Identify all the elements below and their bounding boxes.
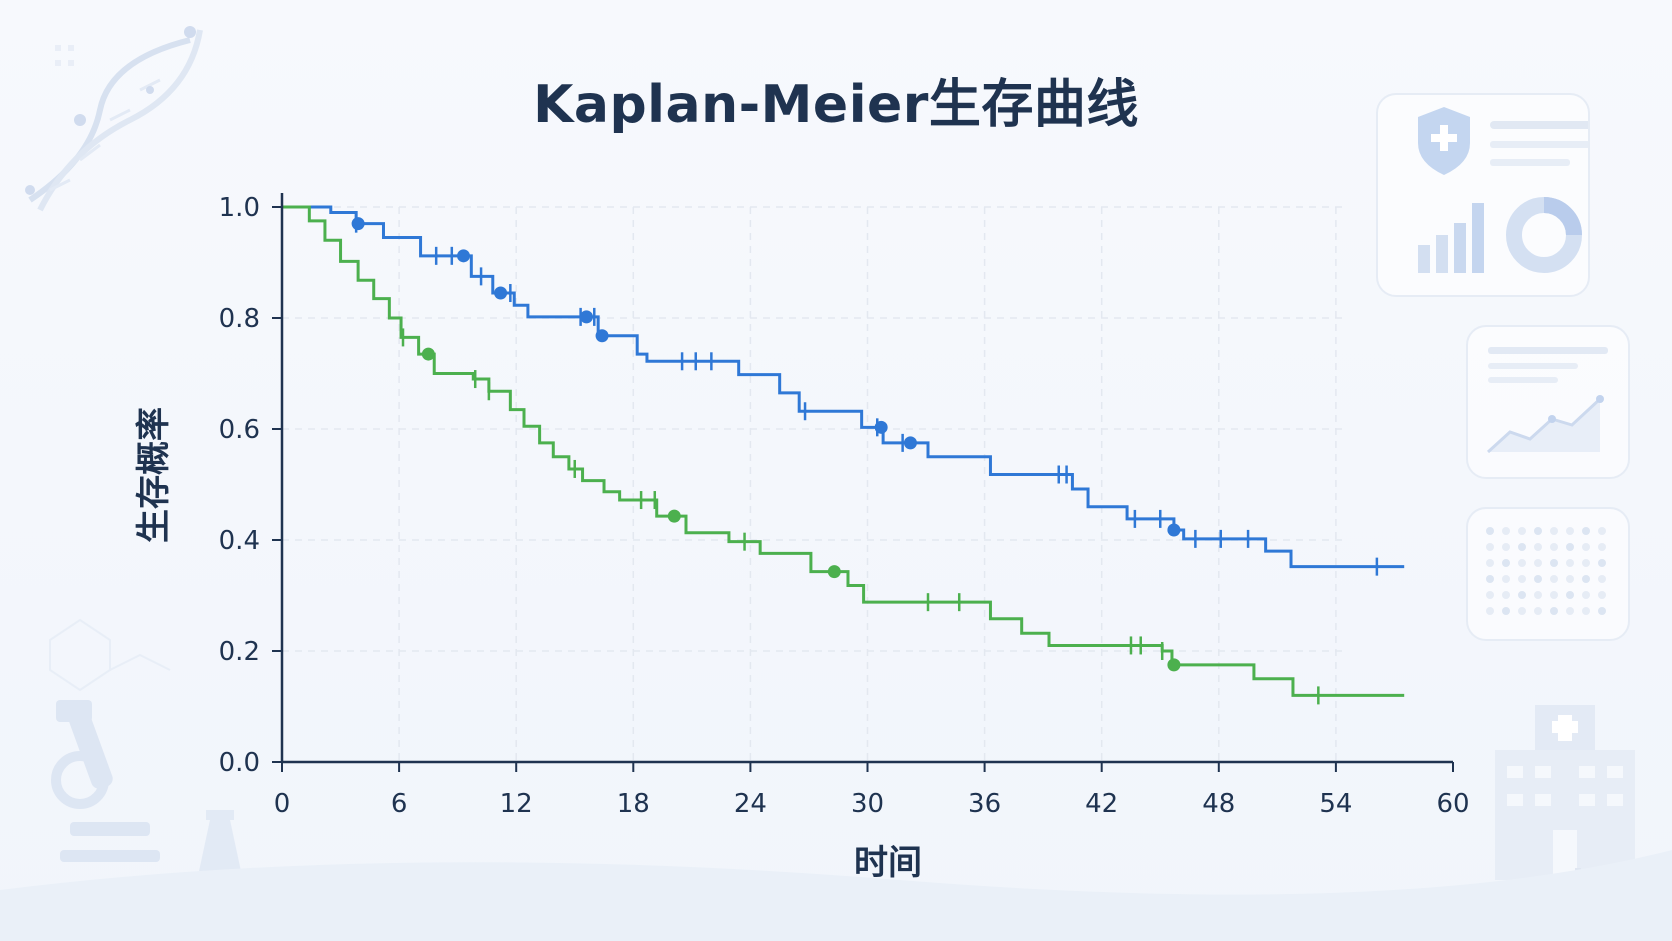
dot-grid-dot — [1582, 607, 1590, 615]
series-2 — [282, 205, 1405, 705]
censor-dot — [421, 347, 435, 361]
x-tick-label: 48 — [1202, 789, 1235, 819]
dot-grid-dot — [1598, 575, 1606, 583]
dot-grid-dot — [1518, 543, 1526, 551]
censor-dot — [667, 509, 681, 523]
censor-dot — [457, 249, 471, 263]
dot-grid-dot — [1566, 575, 1574, 583]
survival-curves — [282, 205, 1405, 705]
dot-grid-dot — [1518, 527, 1526, 535]
dashboard-card-top — [1376, 93, 1616, 297]
dot-grid-dot — [1486, 543, 1494, 551]
dot-grid-dot — [1566, 607, 1574, 615]
x-tick-label: 30 — [851, 789, 884, 819]
dot-grid-dot — [1566, 559, 1574, 567]
shield-chart-icon — [1418, 107, 1616, 273]
y-tick-label: 1.0 — [219, 193, 260, 223]
dot-grid-dot — [1534, 591, 1542, 599]
bottom-wave-decoration — [0, 850, 1672, 941]
y-tick-label: 0.8 — [219, 304, 260, 334]
dot-grid-dot — [1582, 575, 1590, 583]
x-tick-label: 6 — [391, 789, 408, 819]
y-tick-label: 0.6 — [219, 415, 260, 445]
dot-grid-dot — [1550, 591, 1558, 599]
dot-grid-dot — [1598, 607, 1606, 615]
dot-grid-dot — [1518, 559, 1526, 567]
dot-grid-decoration — [1486, 527, 1606, 615]
x-tick-label: 24 — [734, 789, 767, 819]
x-tick-label: 54 — [1319, 789, 1352, 819]
dot-grid-dot — [1502, 543, 1510, 551]
dot-grid-dot — [1582, 559, 1590, 567]
dot-grid-dot — [1486, 559, 1494, 567]
dot-grid-dot — [1566, 591, 1574, 599]
x-tick-label: 60 — [1436, 789, 1469, 819]
censor-dot — [1167, 523, 1181, 537]
grid-lines — [282, 206, 1348, 762]
dot-grid-dot — [1534, 575, 1542, 583]
dot-grid-dot — [1566, 543, 1574, 551]
dot-grid-dot — [1518, 607, 1526, 615]
censor-dot — [827, 565, 841, 579]
dot-grid-dot — [1534, 543, 1542, 551]
axes: 0 6 12 18 24 30 36 42 48 54 60 0.0 0.2 0.4 0.6 0.8 1.0 — [219, 193, 1470, 819]
dot-grid-dot — [1502, 559, 1510, 567]
dashboard-card-middle — [1466, 325, 1630, 479]
dot-grid-dot — [1550, 543, 1558, 551]
dot-grid-dot — [1486, 527, 1494, 535]
dot-grid-dot — [1502, 591, 1510, 599]
y-axis-title-group: 生存概率 — [134, 407, 174, 543]
censor-dot — [579, 310, 593, 324]
dot-grid-dot — [1598, 559, 1606, 567]
y-axis-title: 生存概率 — [134, 407, 174, 543]
dot-grid-dot — [1502, 607, 1510, 615]
x-axis-title: 时间 — [854, 843, 922, 883]
dot-grid-dot — [1502, 575, 1510, 583]
dot-grid-dot — [1550, 607, 1558, 615]
series-1 — [282, 205, 1405, 576]
censor-dot — [903, 436, 917, 450]
dot-grid-dot — [1598, 527, 1606, 535]
x-tick-label: 18 — [617, 789, 650, 819]
dot-grid-dot — [1534, 607, 1542, 615]
y-tick-label: 0.0 — [219, 748, 260, 778]
dot-grid-dot — [1486, 575, 1494, 583]
chart-title: Kaplan-Meier生存曲线 — [533, 75, 1139, 135]
censor-dot — [351, 217, 365, 231]
x-tick-label: 36 — [968, 789, 1001, 819]
dot-grid-dot — [1550, 575, 1558, 583]
survival-step-line — [282, 205, 1405, 697]
survival-step-line — [282, 205, 1405, 569]
censor-dot — [874, 420, 888, 434]
censor-dot — [595, 329, 609, 343]
x-tick-label: 12 — [500, 789, 533, 819]
dot-grid-dot — [1502, 527, 1510, 535]
dot-grid-dot — [1582, 527, 1590, 535]
dot-grid-dot — [1486, 607, 1494, 615]
dot-grid-dot — [1486, 591, 1494, 599]
dashboard-card-bottom — [1466, 507, 1630, 641]
y-tick-label: 0.4 — [219, 526, 260, 556]
dot-grid-dot — [1566, 527, 1574, 535]
dot-grid-dot — [1534, 559, 1542, 567]
dot-grid-dot — [1550, 527, 1558, 535]
dot-grid-dot — [1582, 591, 1590, 599]
dot-grid-dot — [1550, 559, 1558, 567]
censor-dot — [1167, 658, 1181, 672]
dot-grid-dot — [1518, 575, 1526, 583]
dot-grid-dot — [1598, 543, 1606, 551]
dot-grid-dot — [1598, 591, 1606, 599]
censor-dot — [494, 286, 508, 300]
dot-grid-dot — [1534, 527, 1542, 535]
dot-grid-dot — [1582, 543, 1590, 551]
y-tick-label: 0.2 — [219, 637, 260, 667]
dot-grid-dot — [1518, 591, 1526, 599]
trend-line-icon — [1486, 347, 1608, 454]
x-tick-label: 0 — [274, 789, 291, 819]
x-tick-label: 42 — [1085, 789, 1118, 819]
dna-helix-decoration — [25, 26, 203, 212]
